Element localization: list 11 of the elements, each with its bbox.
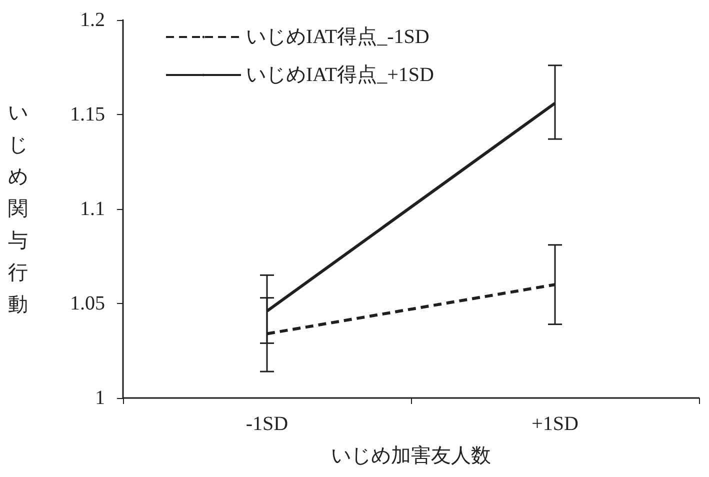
y-axis-title: いじめ関与行動 xyxy=(8,102,28,316)
y-tick-label: 1.15 xyxy=(70,104,105,126)
legend-label: いじめIAT得点_-1SD xyxy=(246,26,430,48)
x-tick-label: +1SD xyxy=(532,413,578,435)
legend-label: いじめIAT得点_+1SD xyxy=(246,64,434,86)
y-tick-label: 1 xyxy=(95,387,105,409)
y-tick-label: 1.05 xyxy=(70,292,105,314)
y-tick-label: 1.1 xyxy=(80,198,105,220)
x-axis-title: いじめ加害友人数 xyxy=(331,444,491,467)
x-tick-label: -1SD xyxy=(246,413,288,435)
y-tick-label: 1.2 xyxy=(80,9,105,31)
